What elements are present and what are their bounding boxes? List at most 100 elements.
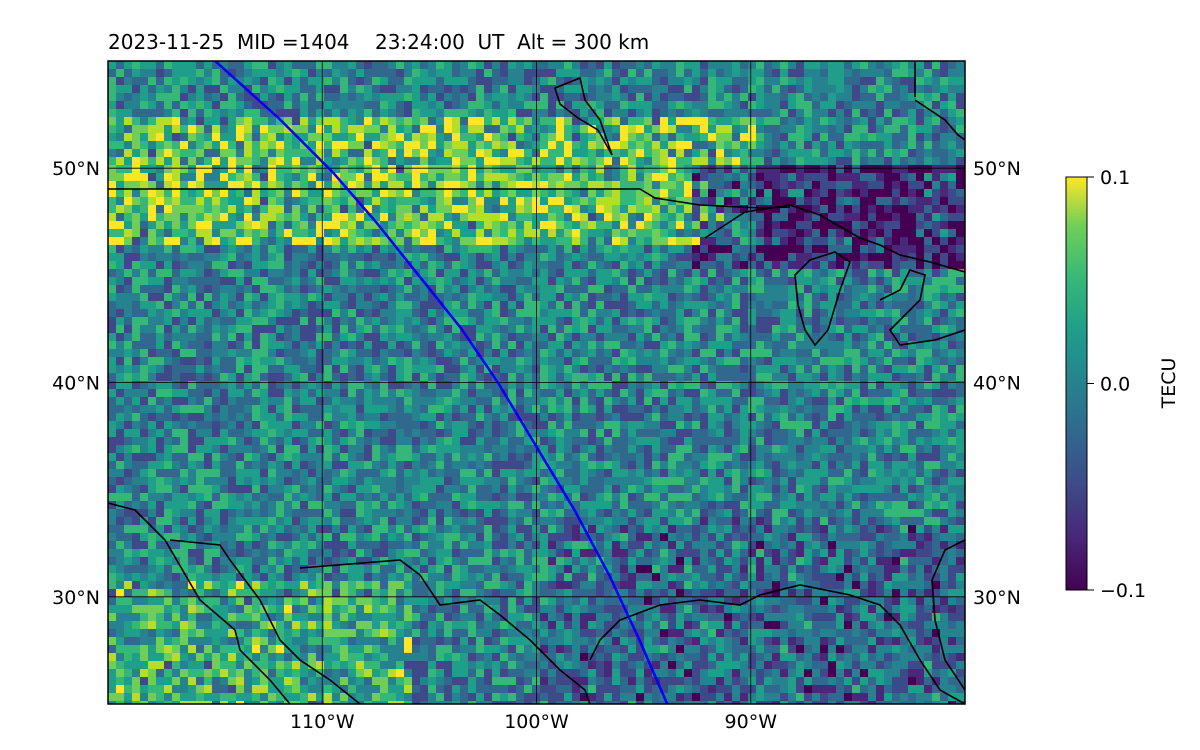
heatmap-cell [180,277,189,286]
heatmap-cell [108,261,117,270]
heatmap-cell [604,317,613,326]
heatmap-cell [652,405,661,414]
heatmap-cell [660,421,669,430]
heatmap-cell [668,397,677,406]
heatmap-cell [700,301,709,310]
heatmap-cell [276,349,285,358]
heatmap-cell [396,325,405,334]
heatmap-cell [156,349,165,358]
heatmap-cell [844,77,853,86]
heatmap-cell [516,181,525,190]
heatmap-cell [612,389,621,398]
heatmap-cell [228,269,237,278]
heatmap-cell [308,173,317,182]
heatmap-cell [708,213,717,222]
heatmap-cell [556,237,565,246]
heatmap-cell [140,93,149,102]
heatmap-cell [620,221,629,230]
heatmap-cell [676,157,685,166]
heatmap-cell [196,357,205,366]
heatmap-cell [116,93,125,102]
heatmap-cell [644,341,653,350]
heatmap-cell [900,245,909,254]
heatmap-cell [364,333,373,342]
heatmap-cell [668,173,677,182]
heatmap-cell [220,165,229,174]
heatmap-cell [836,333,845,342]
heatmap-cell [236,205,245,214]
heatmap-cell [356,85,365,94]
heatmap-cell [420,325,429,334]
heatmap-cell [148,149,157,158]
heatmap-cell [308,269,317,278]
heatmap-cell [340,341,349,350]
heatmap-cell [476,85,485,94]
heatmap-cell [860,293,869,302]
heatmap-cell [108,213,117,222]
heatmap-cell [660,253,669,262]
heatmap-cell [420,285,429,294]
heatmap-cell [868,309,877,318]
heatmap-cell [428,181,437,190]
heatmap-cell [724,309,733,318]
heatmap-cell [508,277,517,286]
heatmap-cell [324,365,333,374]
heatmap-cell [700,325,709,334]
heatmap-cell [388,109,397,118]
heatmap-cell [844,293,853,302]
heatmap-cell [852,269,861,278]
heatmap-cell [548,365,557,374]
heatmap-cell [500,221,509,230]
heatmap-cell [900,269,909,278]
heatmap-cell [820,269,829,278]
heatmap-cell [580,333,589,342]
heatmap-cell [284,405,293,414]
heatmap-cell [548,69,557,78]
heatmap-cell [172,421,181,430]
heatmap-cell [500,261,509,270]
heatmap-cell [620,189,629,198]
heatmap-cell [708,197,717,206]
heatmap-cell [932,413,941,422]
heatmap-cell [508,373,517,382]
heatmap-cell [116,333,125,342]
heatmap-cell [588,229,597,238]
heatmap-cell [524,349,533,358]
heatmap-cell [660,157,669,166]
heatmap-cell [388,157,397,166]
heatmap-cell [692,109,701,118]
heatmap-cell [388,173,397,182]
heatmap-cell [636,349,645,358]
heatmap-cell [236,85,245,94]
heatmap-cell [820,397,829,406]
heatmap-cell [860,133,869,142]
heatmap-cell [876,205,885,214]
heatmap-cell [476,373,485,382]
heatmap-cell [428,205,437,214]
heatmap-cell [628,253,637,262]
heatmap-cell [276,93,285,102]
heatmap-cell [332,253,341,262]
heatmap-cell [324,221,333,230]
heatmap-cell [676,141,685,150]
heatmap-cell [684,261,693,270]
heatmap-cell [644,365,653,374]
heatmap-cell [596,173,605,182]
heatmap-cell [868,317,877,326]
heatmap-cell [876,285,885,294]
heatmap-cell [260,421,269,430]
heatmap-cell [260,253,269,262]
heatmap-cell [756,141,765,150]
heatmap-cell [196,261,205,270]
heatmap-cell [524,285,533,294]
heatmap-cell [796,213,805,222]
heatmap-cell [324,189,333,198]
heatmap-cell [692,333,701,342]
heatmap-cell [188,373,197,382]
heatmap-cell [948,301,957,310]
heatmap-cell [332,77,341,86]
heatmap-cell [644,61,653,70]
heatmap-cell [620,93,629,102]
heatmap-cell [612,149,621,158]
heatmap-cell [836,93,845,102]
